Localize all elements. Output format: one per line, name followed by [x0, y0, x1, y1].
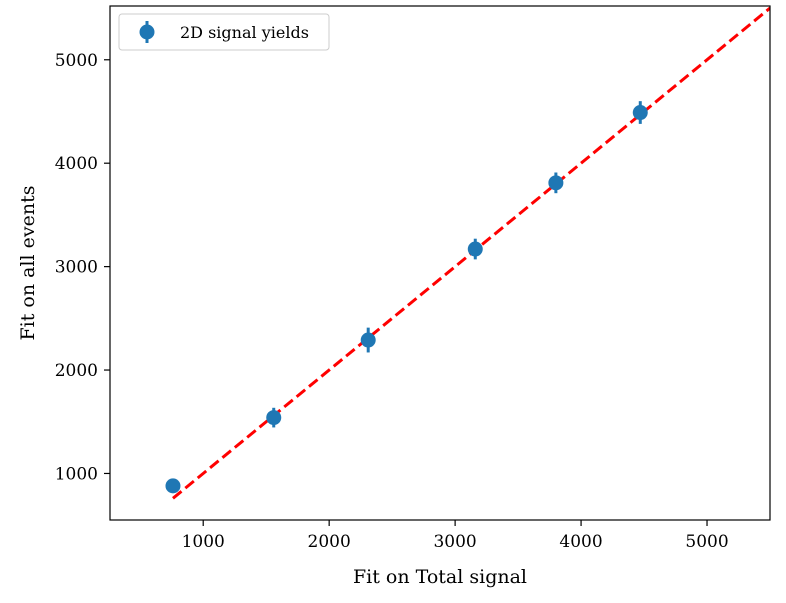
data-point-6 — [632, 101, 648, 124]
data-marker — [266, 410, 282, 426]
x-tick-label: 4000 — [559, 532, 602, 552]
axes: 1000 2000 3000 4000 5000 1000 2000 3000 4000 5000 — [55, 5, 771, 552]
y-axis-label: Fit on all events — [17, 185, 39, 340]
data-marker — [360, 332, 376, 348]
data-point-1 — [165, 478, 181, 494]
x-tick-label: 3000 — [433, 532, 476, 552]
legend-entry-label: 2D signal yields — [180, 23, 309, 42]
y-tick-label: 2000 — [55, 361, 98, 381]
legend-box — [118, 13, 330, 51]
legend-marker-icon — [139, 21, 155, 43]
x-tick-label: 5000 — [685, 532, 728, 552]
x-tick-label: 2000 — [308, 532, 351, 552]
axes-frame — [109, 5, 771, 521]
y-tick-label: 1000 — [55, 464, 98, 484]
y-tick-label: 5000 — [55, 51, 98, 71]
data-point-5 — [548, 172, 564, 194]
y-tick-label: 4000 — [55, 154, 98, 174]
data-point-2 — [266, 407, 282, 428]
data-marker — [548, 175, 564, 191]
data-marker — [165, 478, 181, 494]
x-axis-label: Fit on Total signal — [353, 566, 527, 588]
plot-area — [165, 6, 770, 500]
x-tick-label: 1000 — [182, 532, 225, 552]
data-point-4 — [467, 238, 483, 260]
legend-dot — [139, 24, 155, 40]
legend: 2D signal yields — [118, 13, 330, 51]
data-point-3 — [360, 327, 376, 353]
y-tick-label: 3000 — [55, 258, 98, 278]
data-marker — [632, 105, 648, 121]
data-marker — [467, 241, 483, 257]
